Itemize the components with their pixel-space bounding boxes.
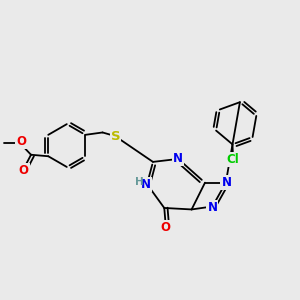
Text: N: N [173,152,183,165]
Text: O: O [161,221,171,234]
Text: N: N [221,176,231,189]
Text: N: N [207,201,218,214]
Text: S: S [111,130,120,142]
Text: O: O [16,136,26,148]
Text: N: N [141,178,151,191]
Text: O: O [19,164,28,177]
Text: Cl: Cl [227,153,239,166]
Text: H: H [135,177,143,187]
